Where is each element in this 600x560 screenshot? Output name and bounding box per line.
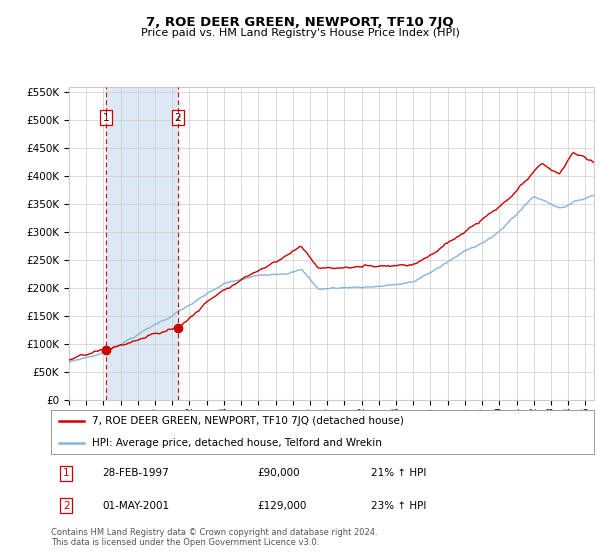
Bar: [106, 87, 178, 400]
Text: Contains HM Land Registry data © Crown copyright and database right 2024.
This d: Contains HM Land Registry data © Crown c…: [51, 528, 377, 547]
Text: 7, ROE DEER GREEN, NEWPORT, TF10 7JQ (detached house): 7, ROE DEER GREEN, NEWPORT, TF10 7JQ (de…: [92, 416, 404, 426]
Text: 21% ↑ HPI: 21% ↑ HPI: [371, 468, 427, 478]
Text: Price paid vs. HM Land Registry's House Price Index (HPI): Price paid vs. HM Land Registry's House …: [140, 28, 460, 38]
Text: 1: 1: [63, 468, 70, 478]
Text: 2: 2: [63, 501, 70, 511]
Text: 1: 1: [103, 113, 109, 123]
Text: 23% ↑ HPI: 23% ↑ HPI: [371, 501, 427, 511]
Text: 01-MAY-2001: 01-MAY-2001: [103, 501, 170, 511]
Text: 7, ROE DEER GREEN, NEWPORT, TF10 7JQ: 7, ROE DEER GREEN, NEWPORT, TF10 7JQ: [146, 16, 454, 29]
Text: £129,000: £129,000: [257, 501, 307, 511]
Text: 2: 2: [175, 113, 181, 123]
Text: HPI: Average price, detached house, Telford and Wrekin: HPI: Average price, detached house, Telf…: [92, 438, 382, 448]
Text: £90,000: £90,000: [257, 468, 300, 478]
Text: 28-FEB-1997: 28-FEB-1997: [103, 468, 169, 478]
